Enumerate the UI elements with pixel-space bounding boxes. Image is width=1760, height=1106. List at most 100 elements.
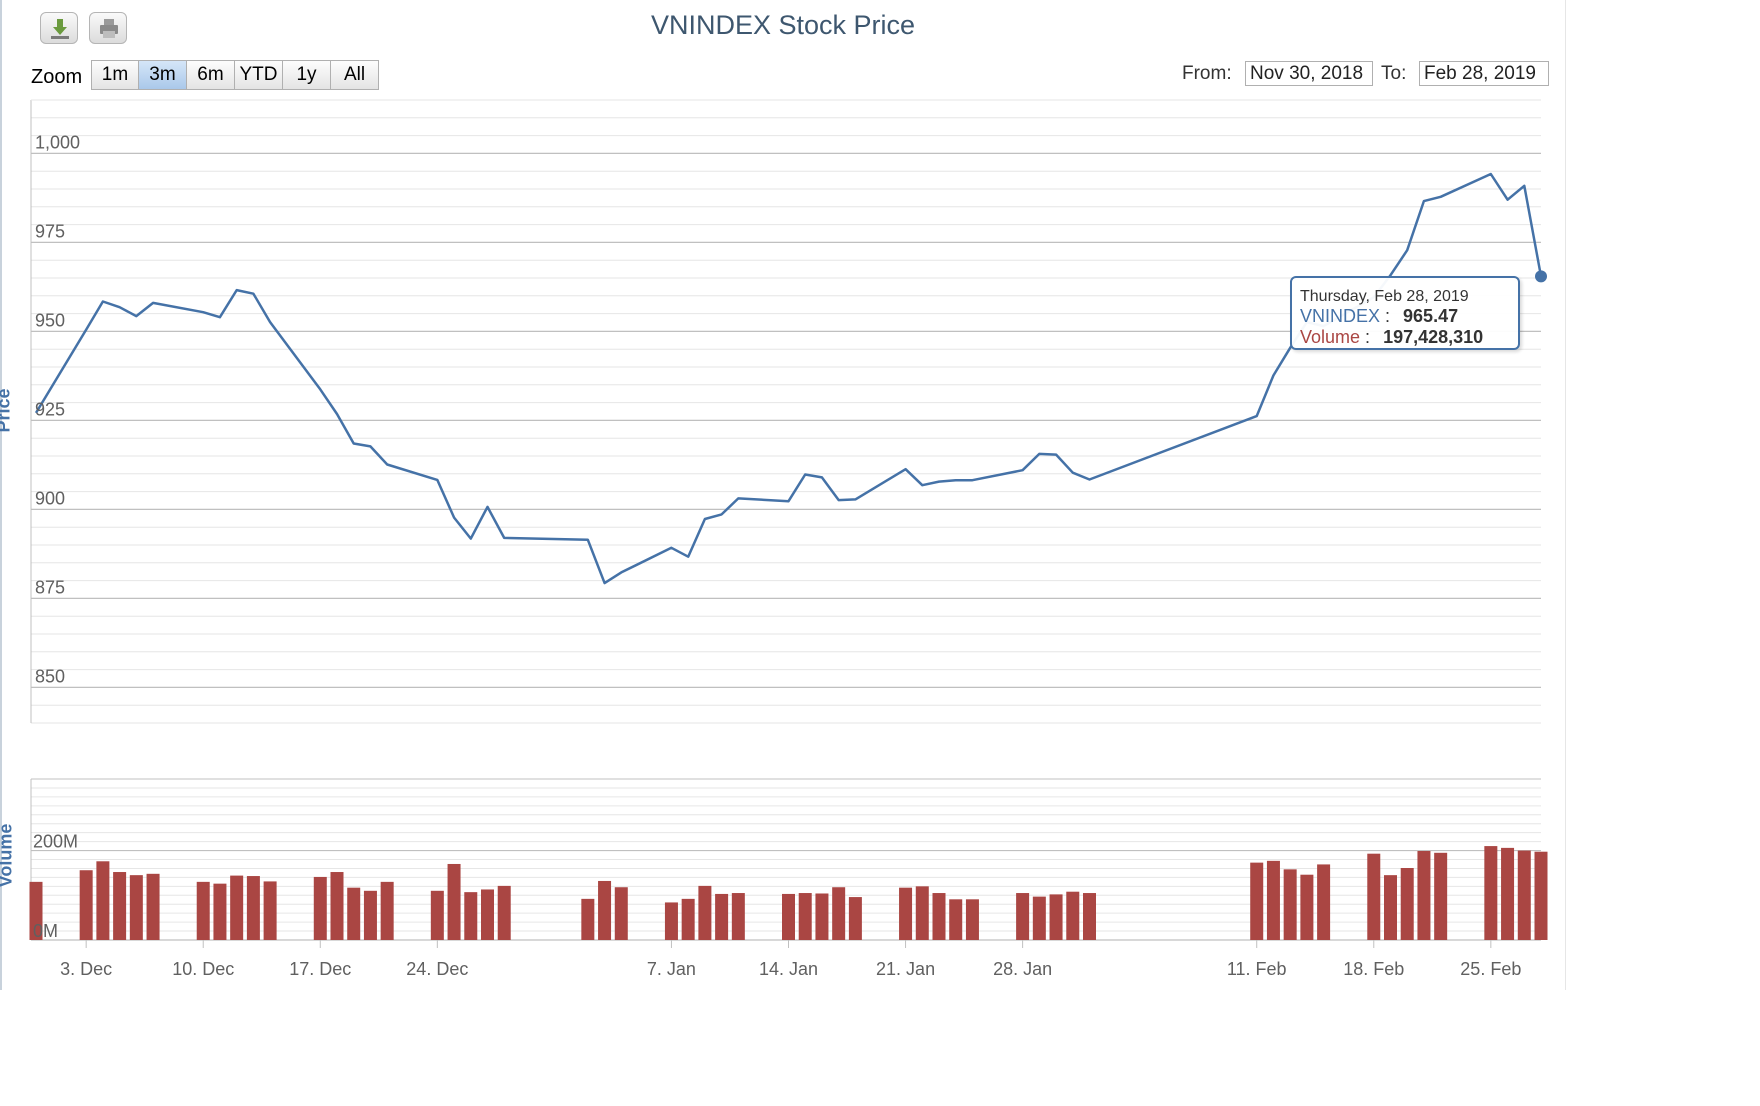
price-tick-label: 1,000 — [35, 132, 80, 152]
price-tick-label: 925 — [35, 399, 65, 419]
volume-bar — [146, 873, 160, 940]
volume-bar — [1300, 874, 1314, 940]
price-tick-label: 950 — [35, 310, 65, 330]
volume-bar — [96, 861, 110, 940]
volume-bar — [715, 893, 729, 940]
x-tick-label: 17. Dec — [289, 959, 351, 979]
x-tick-label: 18. Feb — [1343, 959, 1404, 979]
volume-bar — [949, 899, 963, 940]
volume-bar — [614, 887, 628, 940]
zoom-1y-button[interactable]: 1y — [282, 60, 331, 90]
volume-bar — [782, 893, 795, 940]
tooltip: Thursday, Feb 28, 2019 VNINDEX : 965.47 … — [1290, 276, 1520, 350]
x-tick-label: 3. Dec — [60, 959, 112, 979]
volume-bar — [915, 886, 929, 940]
volume-bar — [1417, 851, 1431, 940]
volume-bar — [1501, 847, 1515, 940]
axis-labels: 850 875 900 925 950 975 1,000 0M 200M 3. Dec 10. D… — [33, 132, 1521, 979]
zoom-1m-button[interactable]: 1m — [91, 60, 139, 90]
volume-bar — [848, 897, 862, 940]
zoom-ytd-button[interactable]: YTD — [234, 60, 283, 90]
tooltip-volume-row: Volume : 197,428,310 — [1300, 327, 1484, 347]
container-border — [0, 0, 2, 990]
volume-bar — [363, 890, 377, 940]
volume-bar — [380, 881, 394, 940]
range-to-input[interactable]: Feb 28, 2019 — [1419, 61, 1549, 86]
volume-bar — [1400, 867, 1414, 940]
volume-bar — [79, 870, 93, 940]
volume-bar — [581, 898, 595, 940]
volume-bar — [29, 881, 43, 940]
x-tick-label: 7. Jan — [647, 959, 696, 979]
volume-bar — [1384, 875, 1397, 940]
volume-bar — [1484, 846, 1498, 940]
volume-bar — [1517, 850, 1531, 940]
price-tick-label: 900 — [35, 488, 65, 508]
volume-bar — [1083, 893, 1096, 940]
volume-bar — [1049, 894, 1063, 940]
range-from-input[interactable]: Nov 30, 2018 — [1245, 61, 1373, 86]
volume-bar — [1317, 864, 1331, 940]
x-tick-label: 21. Jan — [876, 959, 935, 979]
volume-bar — [196, 881, 210, 940]
download-icon — [51, 19, 69, 39]
volume-bar — [464, 892, 478, 940]
volume-bar — [598, 880, 612, 940]
volume-bar — [698, 885, 712, 940]
volume-bar — [1367, 853, 1381, 940]
volume-bar — [447, 863, 461, 940]
volume-bar — [230, 875, 244, 940]
tooltip-price-name: VNINDEX — [1300, 306, 1381, 326]
print-icon — [100, 19, 118, 38]
volume-bar — [246, 876, 260, 940]
download-button[interactable] — [40, 12, 78, 44]
volume-bar — [1283, 869, 1297, 940]
volume-bar — [129, 875, 143, 940]
volume-bar — [832, 887, 846, 940]
volume-tick-label: 200M — [33, 832, 78, 852]
volume-bar — [965, 899, 979, 940]
chart-plot: 850 875 900 925 950 975 1,000 0M 200M 3. Dec 10. D… — [29, 99, 1548, 979]
x-tick-label: 25. Feb — [1460, 959, 1521, 979]
x-tick-label: 28. Jan — [993, 959, 1052, 979]
x-tick-label: 14. Jan — [759, 959, 818, 979]
chart-title: VNINDEX Stock Price — [650, 10, 916, 40]
volume-bar — [263, 881, 277, 940]
zoom-label: Zoom — [31, 66, 83, 88]
zoom-6m-button[interactable]: 6m — [186, 60, 235, 90]
x-tick-label: 10. Dec — [172, 959, 234, 979]
volume-bar — [1016, 893, 1030, 940]
volume-bar — [932, 893, 946, 940]
x-tick-label: 24. Dec — [406, 959, 468, 979]
volume-bar — [1434, 852, 1448, 940]
volume-bar — [481, 889, 494, 940]
zoom-button-group: 1m 3m 6m YTD 1y All — [91, 60, 379, 90]
price-line — [34, 172, 1543, 585]
zoom-3m-button[interactable]: 3m — [138, 60, 187, 90]
volume-bar — [497, 885, 511, 940]
zoom-all-button[interactable]: All — [330, 60, 379, 90]
price-hover-marker — [1535, 270, 1547, 283]
print-button[interactable] — [89, 12, 127, 44]
range-to-label: To: — [1381, 63, 1407, 84]
volume-bars — [29, 846, 1548, 940]
price-gridlines — [30, 99, 1541, 724]
x-tick-label: 11. Feb — [1227, 959, 1287, 979]
price-tick-label: 875 — [35, 577, 65, 597]
volume-bar — [1534, 851, 1548, 940]
chart-container: VNINDEX Stock Price Zoom 1m 3m 6m YTD 1y… — [0, 0, 1566, 990]
tooltip-date: Thursday, Feb 28, 2019 — [1300, 288, 1469, 305]
volume-bar — [899, 887, 913, 940]
price-tick-label: 975 — [35, 221, 65, 241]
tooltip-price-row: VNINDEX : 965.47 — [1300, 306, 1459, 326]
volume-bar — [681, 898, 695, 940]
volume-bar — [213, 883, 227, 940]
volume-bar — [664, 902, 678, 940]
volume-bar — [1066, 891, 1080, 940]
volume-bar — [330, 872, 344, 940]
volume-bar — [1266, 860, 1280, 940]
tooltip-volume-name: Volume — [1300, 327, 1361, 347]
tooltip-price-value: 965.47 — [1403, 306, 1459, 326]
volume-bar — [430, 890, 444, 940]
volume-bar — [313, 876, 327, 940]
